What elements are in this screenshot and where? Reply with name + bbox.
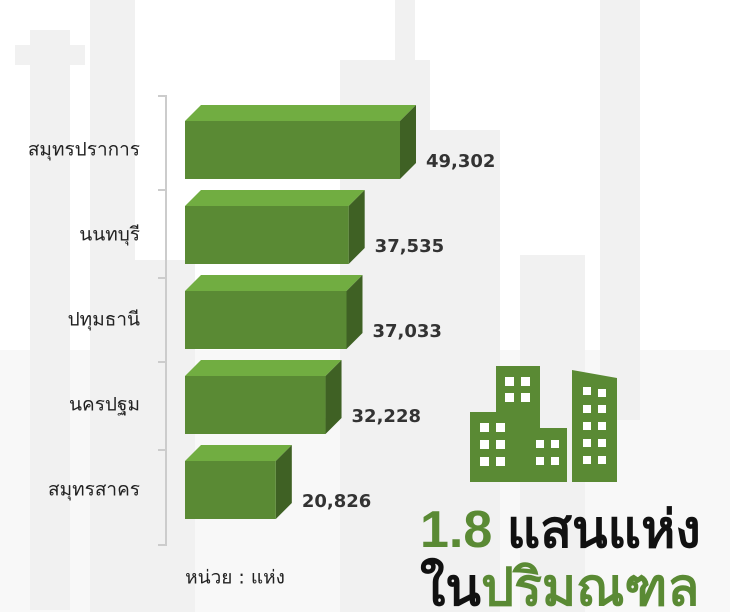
bar-side [346,275,363,349]
headline-number: 1.8 [420,501,492,559]
value-label: 37,535 [375,236,444,257]
bar-front [185,291,347,349]
y-tick-label: สมุทรปราการ [28,139,140,162]
headline-region: ปริมณฑล [481,559,700,612]
bar-front [185,376,326,434]
headline-line1: 1.8 แสนแห่ง [420,501,701,559]
value-label: 49,302 [426,151,495,172]
bar-top [185,445,292,461]
unit-note: หน่วย : แห่ง [185,567,285,589]
bar-front [185,206,349,264]
bars [185,105,416,519]
bar-top [185,190,365,206]
bar-top [185,275,363,291]
bar-top [185,360,342,376]
bar-front [185,461,276,519]
axis-bracket [158,95,167,546]
bar-front [185,121,400,179]
bar [185,105,416,179]
bar-side [275,445,292,519]
value-label: 37,033 [372,321,441,342]
bar [185,445,292,519]
y-tick-label: นครปฐม [69,394,140,416]
y-tick-label: สมุทรสาคร [48,479,140,502]
value-label: 20,826 [302,491,371,512]
value-label: 32,228 [352,406,421,427]
bar-side [325,360,342,434]
bar-side [400,105,416,179]
bar [185,275,363,349]
y-tick-label: ปทุมธานี [68,309,140,332]
headline-line2: ในปริมณฑล [420,557,699,612]
y-tick-label: นนทบุรี [79,224,140,247]
headline-text: ใน [420,557,481,612]
bar [185,360,342,434]
building-icon [470,366,617,482]
bar [185,190,365,264]
headline-text: แสนแห่ง [507,501,701,559]
bar-side [348,190,365,264]
bar-top [185,105,416,121]
